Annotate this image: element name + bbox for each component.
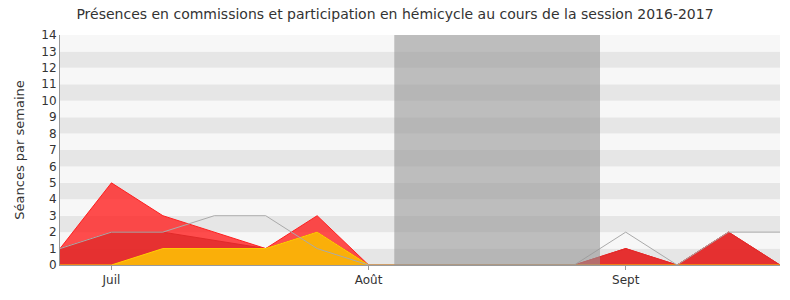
svg-text:3: 3	[49, 209, 57, 223]
svg-text:11: 11	[41, 77, 56, 91]
svg-text:Sept: Sept	[612, 273, 640, 287]
svg-text:5: 5	[49, 176, 57, 190]
svg-text:Août: Août	[355, 273, 383, 287]
svg-text:Séances par semaine: Séances par semaine	[12, 80, 27, 219]
svg-text:Présences en commissions et pa: Présences en commissions et participatio…	[76, 6, 713, 22]
svg-text:2: 2	[49, 225, 57, 239]
svg-text:1: 1	[49, 242, 57, 256]
svg-text:7: 7	[49, 143, 57, 157]
svg-text:14: 14	[41, 28, 56, 42]
svg-text:0: 0	[49, 258, 57, 272]
svg-text:4: 4	[49, 192, 57, 206]
svg-text:Juil: Juil	[102, 273, 121, 287]
svg-text:8: 8	[49, 127, 57, 141]
svg-text:10: 10	[41, 94, 56, 108]
svg-text:6: 6	[49, 160, 57, 174]
svg-text:12: 12	[41, 61, 56, 75]
svg-text:13: 13	[41, 45, 56, 59]
svg-text:9: 9	[49, 110, 57, 124]
